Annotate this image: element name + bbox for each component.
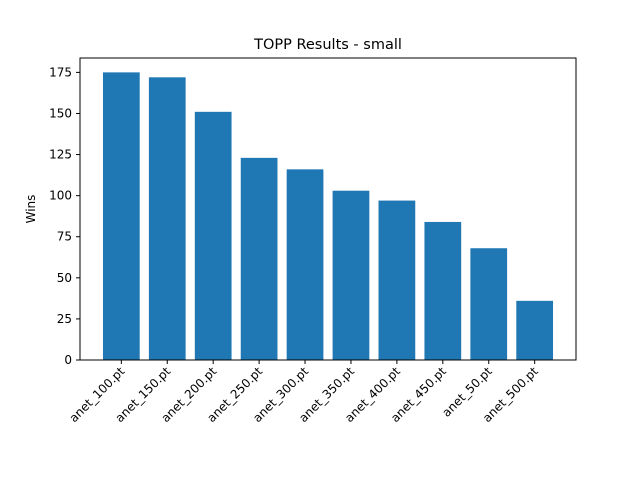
y-tick-label: 100: [49, 189, 72, 203]
bar-anet-100-pt: [102, 72, 140, 360]
bar-anet-50-pt: [470, 248, 508, 360]
chart-title: TOPP Results - small: [253, 37, 402, 53]
y-tick-label: 125: [49, 148, 72, 162]
y-axis-label: Wins: [24, 195, 38, 224]
y-tick-label: 25: [57, 312, 72, 326]
x-axis: anet_100.ptanet_150.ptanet_200.ptanet_25…: [67, 360, 541, 425]
y-axis: 0 25 50 75 100 125 150 175: [49, 65, 80, 367]
y-tick-label: 0: [64, 353, 72, 367]
bar-anet-500-pt: [516, 300, 554, 360]
plot-frame: [79, 57, 577, 361]
y-tick-label: 175: [49, 65, 72, 79]
bar-anet-200-pt: [194, 111, 232, 360]
bar-anet-300-pt: [286, 169, 324, 360]
y-tick-label: 150: [49, 106, 72, 120]
bar-anet-250-pt: [240, 157, 278, 360]
y-tick-label: 75: [57, 230, 72, 244]
bar-anet-400-pt: [378, 200, 416, 360]
bar-anet-350-pt: [332, 190, 370, 360]
bar-anet-150-pt: [148, 77, 186, 361]
y-tick-label: 50: [57, 271, 72, 285]
bars-group: [102, 72, 554, 361]
bar-anet-450-pt: [424, 221, 462, 360]
